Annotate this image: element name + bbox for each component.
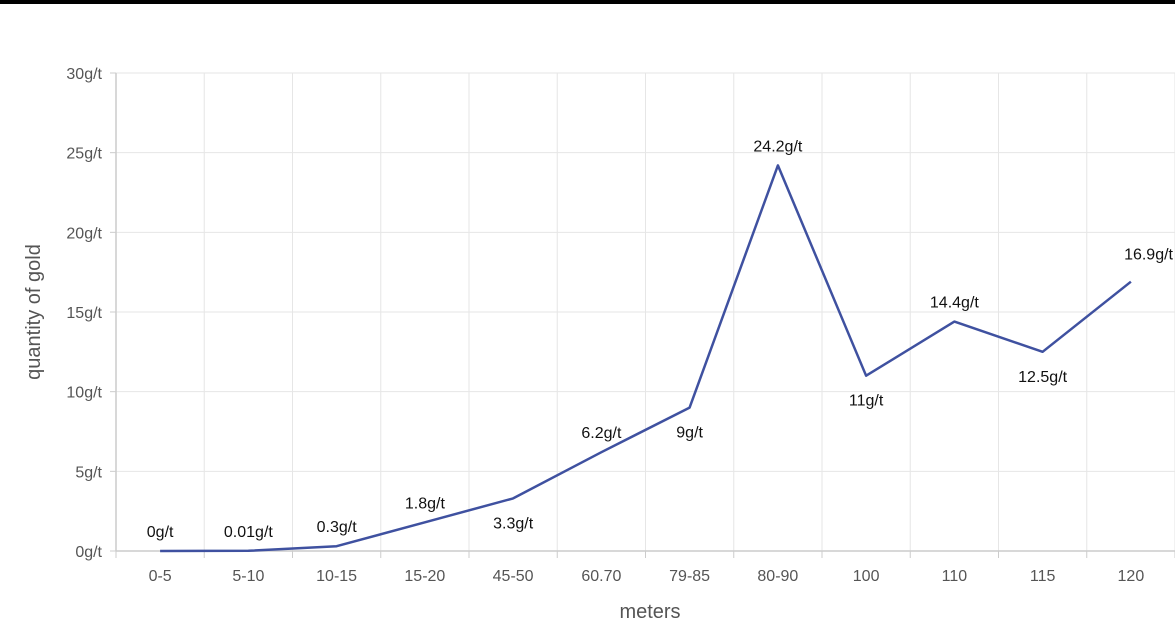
- data-label: 9g/t: [676, 425, 703, 442]
- grid-lines: [116, 72, 1175, 552]
- x-tick-label: 100: [853, 568, 880, 585]
- x-tick-label: 5-10: [232, 568, 264, 585]
- data-label: 12.5g/t: [1018, 369, 1067, 386]
- y-tick-label: 0g/t: [75, 544, 102, 561]
- data-label: 0.01g/t: [224, 524, 273, 541]
- data-label: 24.2g/t: [753, 138, 802, 155]
- data-labels: 0g/t 0.01g/t 0.3g/t 1.8g/t 3.3g/t 6.2g/t 9g/t 2…: [147, 138, 1174, 541]
- y-tick-label: 15g/t: [66, 305, 102, 322]
- window-top-border: [0, 0, 1175, 4]
- x-tick-label: 45-50: [493, 568, 534, 585]
- series-line: [160, 164, 1132, 553]
- data-label: 3.3g/t: [493, 515, 534, 532]
- data-label: 6.2g/t: [581, 425, 622, 442]
- x-tick-label: 120: [1118, 568, 1145, 585]
- data-label: 14.4g/t: [930, 295, 979, 312]
- y-tick-label: 20g/t: [66, 225, 102, 242]
- data-label: 11g/t: [849, 393, 884, 410]
- y-tick-label: 5g/t: [75, 464, 102, 481]
- x-tick-label: 80-90: [757, 568, 798, 585]
- x-tick-label: 0-5: [149, 568, 172, 585]
- x-tick-label: 79-85: [669, 568, 710, 585]
- data-label: 0.3g/t: [317, 519, 358, 536]
- y-axis-ticks: 0g/t 5g/t 10g/t 15g/t 20g/t 25g/t 30g/t: [66, 66, 116, 561]
- x-tick-label: 110: [942, 568, 968, 585]
- y-tick-label: 25g/t: [66, 146, 102, 163]
- x-axis-ticks: 0-5 5-10 10-15 15-20 45-50 60.70 79-85 80-90 100…: [115, 551, 1175, 585]
- data-label: 16.9g/t: [1124, 247, 1173, 264]
- x-tick-label: 15-20: [404, 568, 445, 585]
- data-label: 0g/t: [147, 524, 174, 541]
- y-tick-label: 10g/t: [66, 385, 102, 402]
- data-label: 1.8g/t: [405, 495, 446, 512]
- x-axis-title: meters: [619, 601, 680, 623]
- y-axis-title: quantity of gold: [23, 244, 45, 380]
- x-tick-label: 10-15: [316, 568, 357, 585]
- x-tick-label: 115: [1030, 568, 1056, 585]
- x-tick-label: 60.70: [581, 568, 621, 585]
- y-tick-label: 30g/t: [66, 66, 102, 83]
